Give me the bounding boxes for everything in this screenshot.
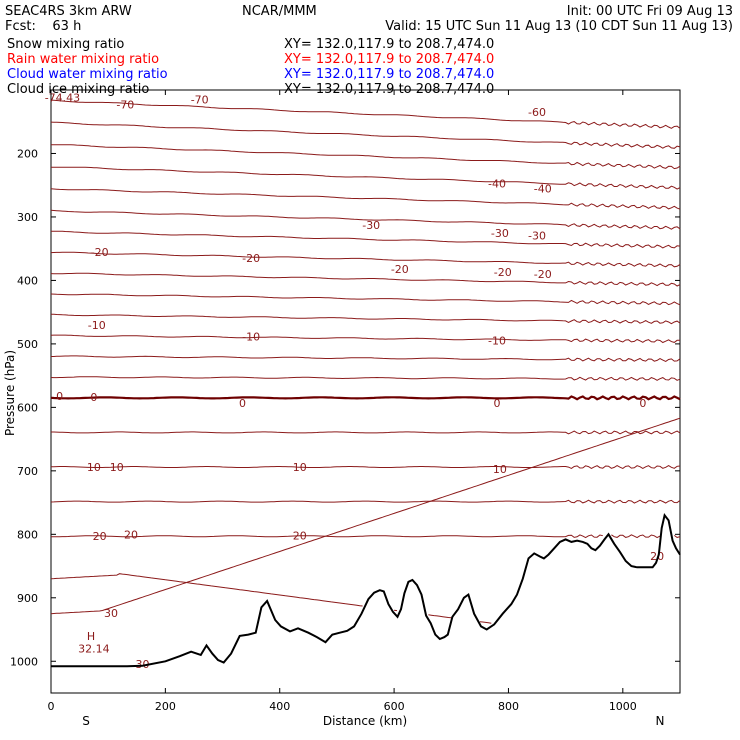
x-tick-label: 1000 (609, 700, 637, 713)
contour-label: -10 (242, 330, 260, 343)
field-xy: XY= 132.0,117.9 to 208.7,474.0 (284, 67, 494, 82)
y-tick-label: 700 (17, 465, 38, 478)
plot-frame (50, 89, 681, 694)
field-xy: XY= 132.0,117.9 to 208.7,474.0 (284, 52, 494, 67)
field-label: Rain water mixing ratio (7, 52, 159, 67)
contour-label: -10 (88, 319, 106, 332)
isotherm-minus40 (51, 230, 681, 249)
contour-label: 20 (650, 550, 664, 563)
contour-label: -70 (191, 94, 209, 107)
contour-label: 10 (87, 461, 101, 474)
x-tick-label: 200 (155, 700, 176, 713)
contour-label: 0 (239, 397, 246, 410)
x-tick-label: 600 (384, 700, 405, 713)
contour-label: -40 (488, 177, 506, 190)
contour-label: -60 (528, 106, 546, 119)
isotherm-minus65 (50, 121, 681, 149)
contour-label: -30 (528, 229, 546, 242)
contour-label: 30 (135, 658, 149, 671)
contour-label: -20 (91, 246, 109, 259)
center-label: NCAR/MMM (242, 4, 317, 19)
contour-label: -20 (242, 252, 260, 265)
x-tick-label: 800 (498, 700, 519, 713)
contour-label: 10 (493, 463, 507, 476)
terrain-profile (51, 513, 681, 668)
contour-label: -30 (362, 219, 380, 232)
contour-label: -70 (116, 99, 134, 112)
contour-label: 32.14 (78, 643, 110, 656)
x-tick-label: 400 (269, 700, 290, 713)
contour-label: 10 (110, 461, 124, 474)
field-xy: XY= 132.0,117.9 to 208.7,474.0 (284, 37, 494, 52)
field-label: Snow mixing ratio (7, 37, 124, 52)
contour-label: 0 (56, 390, 63, 403)
x-axis-title: Distance (km) (323, 714, 407, 728)
forecast-hour: Fcst: 63 h (5, 19, 81, 34)
model-title: SEAC4RS 3km ARW (5, 4, 132, 19)
contour-label: -40 (534, 182, 552, 195)
isotherm-minus70 (50, 99, 681, 129)
isotherm-minus15 (50, 334, 680, 344)
y-tick-label: 300 (17, 211, 38, 224)
isotherm-15 (50, 499, 681, 504)
y-tick-label: 400 (17, 274, 38, 287)
contour-label: 0 (639, 397, 646, 410)
terrain-line (51, 513, 681, 668)
y-tick-label: 900 (17, 592, 38, 605)
valid-time: Valid: 15 UTC Sun 11 Aug 13 (10 CDT Sun … (385, 19, 733, 34)
isotherm-minus25 (50, 293, 681, 306)
x-end-label-north: N (656, 714, 665, 728)
contour-label: -30 (491, 227, 509, 240)
isotherm-labels: -74.43 -70 -70 -60 -40 -40 -30 -30 -30 -20 -20 -20 -… (45, 92, 664, 671)
contour-label: 10 (293, 461, 307, 474)
isotherm-minus20 (50, 313, 681, 325)
isotherm-minus50 (50, 188, 681, 210)
isotherm-contours (50, 99, 681, 624)
contour-label: -10 (488, 335, 506, 348)
isotherm-minus10 (51, 355, 681, 362)
y-tick-label: 800 (17, 528, 38, 541)
isotherm-10 (50, 465, 681, 469)
field-label: Cloud water mixing ratio (7, 67, 168, 82)
isotherm-minus30 (50, 272, 681, 287)
contour-label: 20 (93, 530, 107, 543)
y-tick-label: 1000 (10, 655, 38, 668)
isotherm-20 (51, 534, 681, 539)
contour-label: -74.43 (45, 92, 80, 105)
contour-label: -20 (494, 266, 512, 279)
isotherm-minus35 (50, 251, 681, 268)
isotherm-25 (50, 573, 492, 624)
contour-label: 0 (494, 397, 501, 410)
isotherm-minus60 (51, 144, 681, 170)
isotherm-minus5 (50, 376, 681, 381)
isotherm-5 (51, 430, 681, 435)
contour-label: 20 (124, 528, 138, 541)
x-tick-label: 0 (48, 700, 55, 713)
contour-label: H (87, 630, 95, 643)
y-axis-title: Pressure (hPa) (3, 350, 17, 436)
isotherm-30 (50, 417, 681, 615)
y-tick-label: 500 (17, 338, 38, 351)
x-end-label-south: S (82, 714, 90, 728)
field-legend: Snow mixing ratio XY= 132.0,117.9 to 208.… (7, 37, 494, 97)
contour-label: 0 (90, 391, 97, 404)
init-time: Init: 00 UTC Fri 09 Aug 13 (567, 4, 733, 19)
contour-label: 20 (293, 530, 307, 543)
isotherm-minus45 (50, 209, 681, 230)
contour-label: -20 (391, 263, 409, 276)
y-tick-label: 200 (17, 147, 38, 160)
isotherm-minus55 (51, 166, 681, 190)
contour-label: -20 (534, 268, 552, 281)
y-tick-label: 600 (17, 401, 38, 414)
contour-label: 30 (104, 607, 118, 620)
isotherm-0 (50, 395, 681, 401)
